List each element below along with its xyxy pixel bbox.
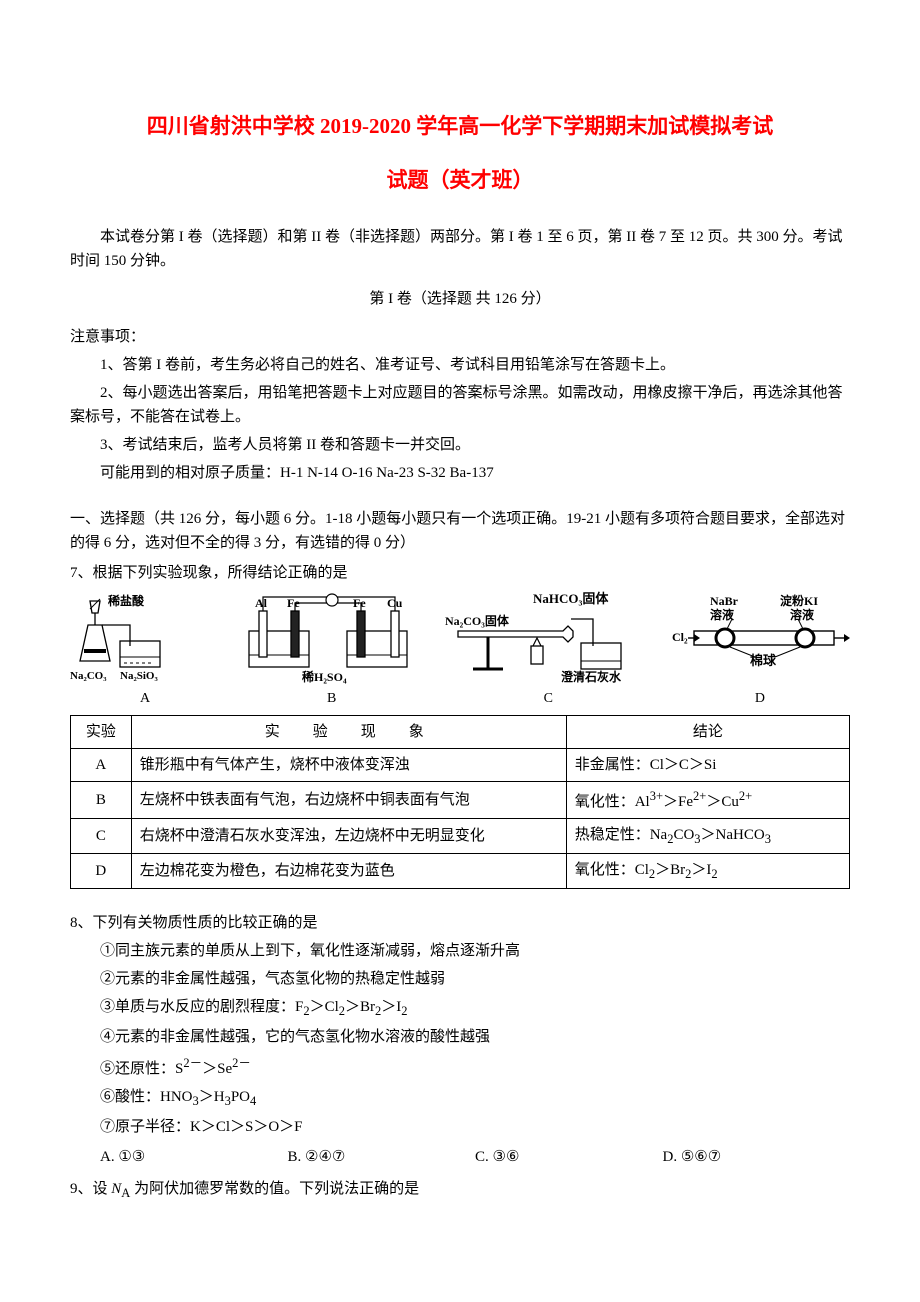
table-row: A 锥形瓶中有气体产生，烧杯中液体变浑浊 非金属性：Cl＞C＞Si — [71, 748, 850, 781]
row-a-id: A — [71, 748, 132, 781]
q8-item-4: ④元素的非金属性越强，它的气态氢化物水溶液的酸性越强 — [100, 1025, 850, 1049]
row-a-phenom: 锥形瓶中有气体产生，烧杯中液体变浑浊 — [131, 748, 566, 781]
svg-text:溶液: 溶液 — [710, 607, 734, 622]
atomic-mass-line: 可能用到的相对原子质量：H-1 N-14 O-16 Na-23 S-32 Ba-… — [70, 461, 850, 485]
diagram-c-svg: NaHCO₃固体 Na₂CO₃固体 澄清石灰水 — [443, 591, 653, 686]
diagram-a: 稀盐酸 Na₂CO₃ Na₂SiO₃ A — [70, 591, 220, 710]
q8-options: A. ①③ B. ②④⑦ C. ③⑥ D. ⑤⑥⑦ — [100, 1145, 850, 1169]
svg-text:溶液: 溶液 — [790, 607, 814, 622]
doc-title-line1: 四川省射洪中学校 2019-2020 学年高一化学下学期期末加试模拟考试 — [70, 110, 850, 144]
row-a-concl: 非金属性：Cl＞C＞Si — [566, 748, 849, 781]
diagram-d-label: D — [755, 688, 765, 710]
row-d-concl: 氧化性：Cl2＞Br2＞I2 — [566, 853, 849, 888]
row-c-id: C — [71, 818, 132, 853]
th-experiment: 实验 — [71, 715, 132, 748]
svg-text:NaBr: NaBr — [710, 594, 739, 608]
q9-stem: 9、设 NA 为阿伏加德罗常数的值。下列说法正确的是 — [70, 1177, 850, 1203]
row-c-concl: 热稳定性：Na2CO3＞NaHCO3 — [566, 818, 849, 853]
diagram-a-label: A — [140, 688, 150, 710]
table-row: C 右烧杯中澄清石灰水变浑浊，左边烧杯中无明显变化 热稳定性：Na2CO3＞Na… — [71, 818, 850, 853]
svg-text:NaHCO₃固体: NaHCO₃固体 — [533, 591, 609, 606]
svg-text:Cu: Cu — [387, 596, 403, 610]
row-b-id: B — [71, 781, 132, 818]
diagram-c-label: C — [544, 688, 553, 710]
q8-option-c: C. ③⑥ — [475, 1145, 663, 1169]
q8-item-7: ⑦原子半径：K＞Cl＞S＞O＞F — [100, 1115, 850, 1139]
svg-text:Cl₂: Cl₂ — [672, 630, 688, 644]
q8-item-6: ⑥酸性：HNO3＞H3PO4 — [100, 1085, 850, 1111]
q8-items: ①同主族元素的单质从上到下，氧化性逐渐减弱，熔点逐渐升高 ②元素的非金属性越强，… — [100, 939, 850, 1139]
svg-text:Na₂CO₃: Na₂CO₃ — [70, 670, 107, 682]
svg-text:淀粉KI: 淀粉KI — [780, 593, 818, 608]
section1-intro: 一、选择题（共 126 分，每小题 6 分。1-18 小题每小题只有一个选项正确… — [70, 507, 850, 555]
table-row: B 左烧杯中铁表面有气泡，右边烧杯中铜表面有气泡 氧化性：Al3+＞Fe2+＞C… — [71, 781, 850, 818]
doc-title-line2: 试题（英才班） — [70, 164, 850, 198]
row-d-id: D — [71, 853, 132, 888]
experiment-table: 实验 实 验 现 象 结论 A 锥形瓶中有气体产生，烧杯中液体变浑浊 非金属性：… — [70, 715, 850, 889]
experiment-diagrams: 稀盐酸 Na₂CO₃ Na₂SiO₃ A Al Fe — [70, 591, 850, 710]
notice-item-2: 2、每小题选出答案后，用铅笔把答题卡上对应题目的答案标号涂黑。如需改动，用橡皮擦… — [70, 381, 850, 429]
part1-title: 第 I 卷（选择题 共 126 分） — [70, 287, 850, 311]
q8-item-1: ①同主族元素的单质从上到下，氧化性逐渐减弱，熔点逐渐升高 — [100, 939, 850, 963]
intro-paragraph: 本试卷分第 I 卷（选择题）和第 II 卷（非选择题）两部分。第 I 卷 1 至… — [70, 225, 850, 273]
q7-stem: 7、根据下列实验现象，所得结论正确的是 — [70, 561, 850, 585]
q8-option-b: B. ②④⑦ — [288, 1145, 476, 1169]
svg-text:稀盐酸: 稀盐酸 — [108, 593, 145, 608]
svg-text:Na₂CO₃固体: Na₂CO₃固体 — [445, 613, 510, 628]
diagram-a-svg: 稀盐酸 Na₂CO₃ Na₂SiO₃ — [70, 591, 220, 686]
diagram-b-svg: Al Fe Fe Cu 稀H₂SO₄ — [237, 591, 427, 686]
notice-item-3: 3、考试结束后，监考人员将第 II 卷和答题卡一并交回。 — [70, 433, 850, 457]
svg-text:棉球: 棉球 — [750, 653, 777, 668]
q8-item-5: ⑤还原性：S2－＞Se2－ — [100, 1053, 850, 1081]
svg-text:Fe: Fe — [353, 596, 366, 610]
notice-item-1: 1、答第 I 卷前，考生务必将自己的姓名、准考证号、考试科目用铅笔涂写在答题卡上… — [70, 353, 850, 377]
row-d-phenom: 左边棉花变为橙色，右边棉花变为蓝色 — [131, 853, 566, 888]
table-row: D 左边棉花变为橙色，右边棉花变为蓝色 氧化性：Cl2＞Br2＞I2 — [71, 853, 850, 888]
svg-text:Na₂SiO₃: Na₂SiO₃ — [120, 670, 158, 682]
svg-text:稀H₂SO₄: 稀H₂SO₄ — [302, 669, 347, 684]
table-header-row: 实验 实 验 现 象 结论 — [71, 715, 850, 748]
q8-option-d: D. ⑤⑥⑦ — [663, 1145, 851, 1169]
diagram-b-label: B — [327, 688, 336, 710]
diagram-d-svg: NaBr 淀粉KI 溶液 溶液 Cl₂ 棉球 — [670, 591, 850, 686]
diagram-b: Al Fe Fe Cu 稀H₂SO₄ B — [237, 591, 427, 710]
row-c-phenom: 右烧杯中澄清石灰水变浑浊，左边烧杯中无明显变化 — [131, 818, 566, 853]
th-phenomenon: 实 验 现 象 — [131, 715, 566, 748]
th-conclusion: 结论 — [566, 715, 849, 748]
q8-stem: 8、下列有关物质性质的比较正确的是 — [70, 911, 850, 935]
svg-text:澄清石灰水: 澄清石灰水 — [561, 669, 622, 684]
q8-item-3: ③单质与水反应的剧烈程度：F2＞Cl2＞Br2＞I2 — [100, 995, 850, 1021]
q8-option-a: A. ①③ — [100, 1145, 288, 1169]
row-b-concl: 氧化性：Al3+＞Fe2+＞Cu2+ — [566, 781, 849, 818]
notice-label: 注意事项： — [70, 325, 850, 349]
svg-text:Al: Al — [255, 596, 268, 610]
diagram-c: NaHCO₃固体 Na₂CO₃固体 澄清石灰水 C — [443, 591, 653, 710]
diagram-d: NaBr 淀粉KI 溶液 溶液 Cl₂ 棉球 D — [670, 591, 850, 710]
q8-item-2: ②元素的非金属性越强，气态氢化物的热稳定性越弱 — [100, 967, 850, 991]
row-b-phenom: 左烧杯中铁表面有气泡，右边烧杯中铜表面有气泡 — [131, 781, 566, 818]
